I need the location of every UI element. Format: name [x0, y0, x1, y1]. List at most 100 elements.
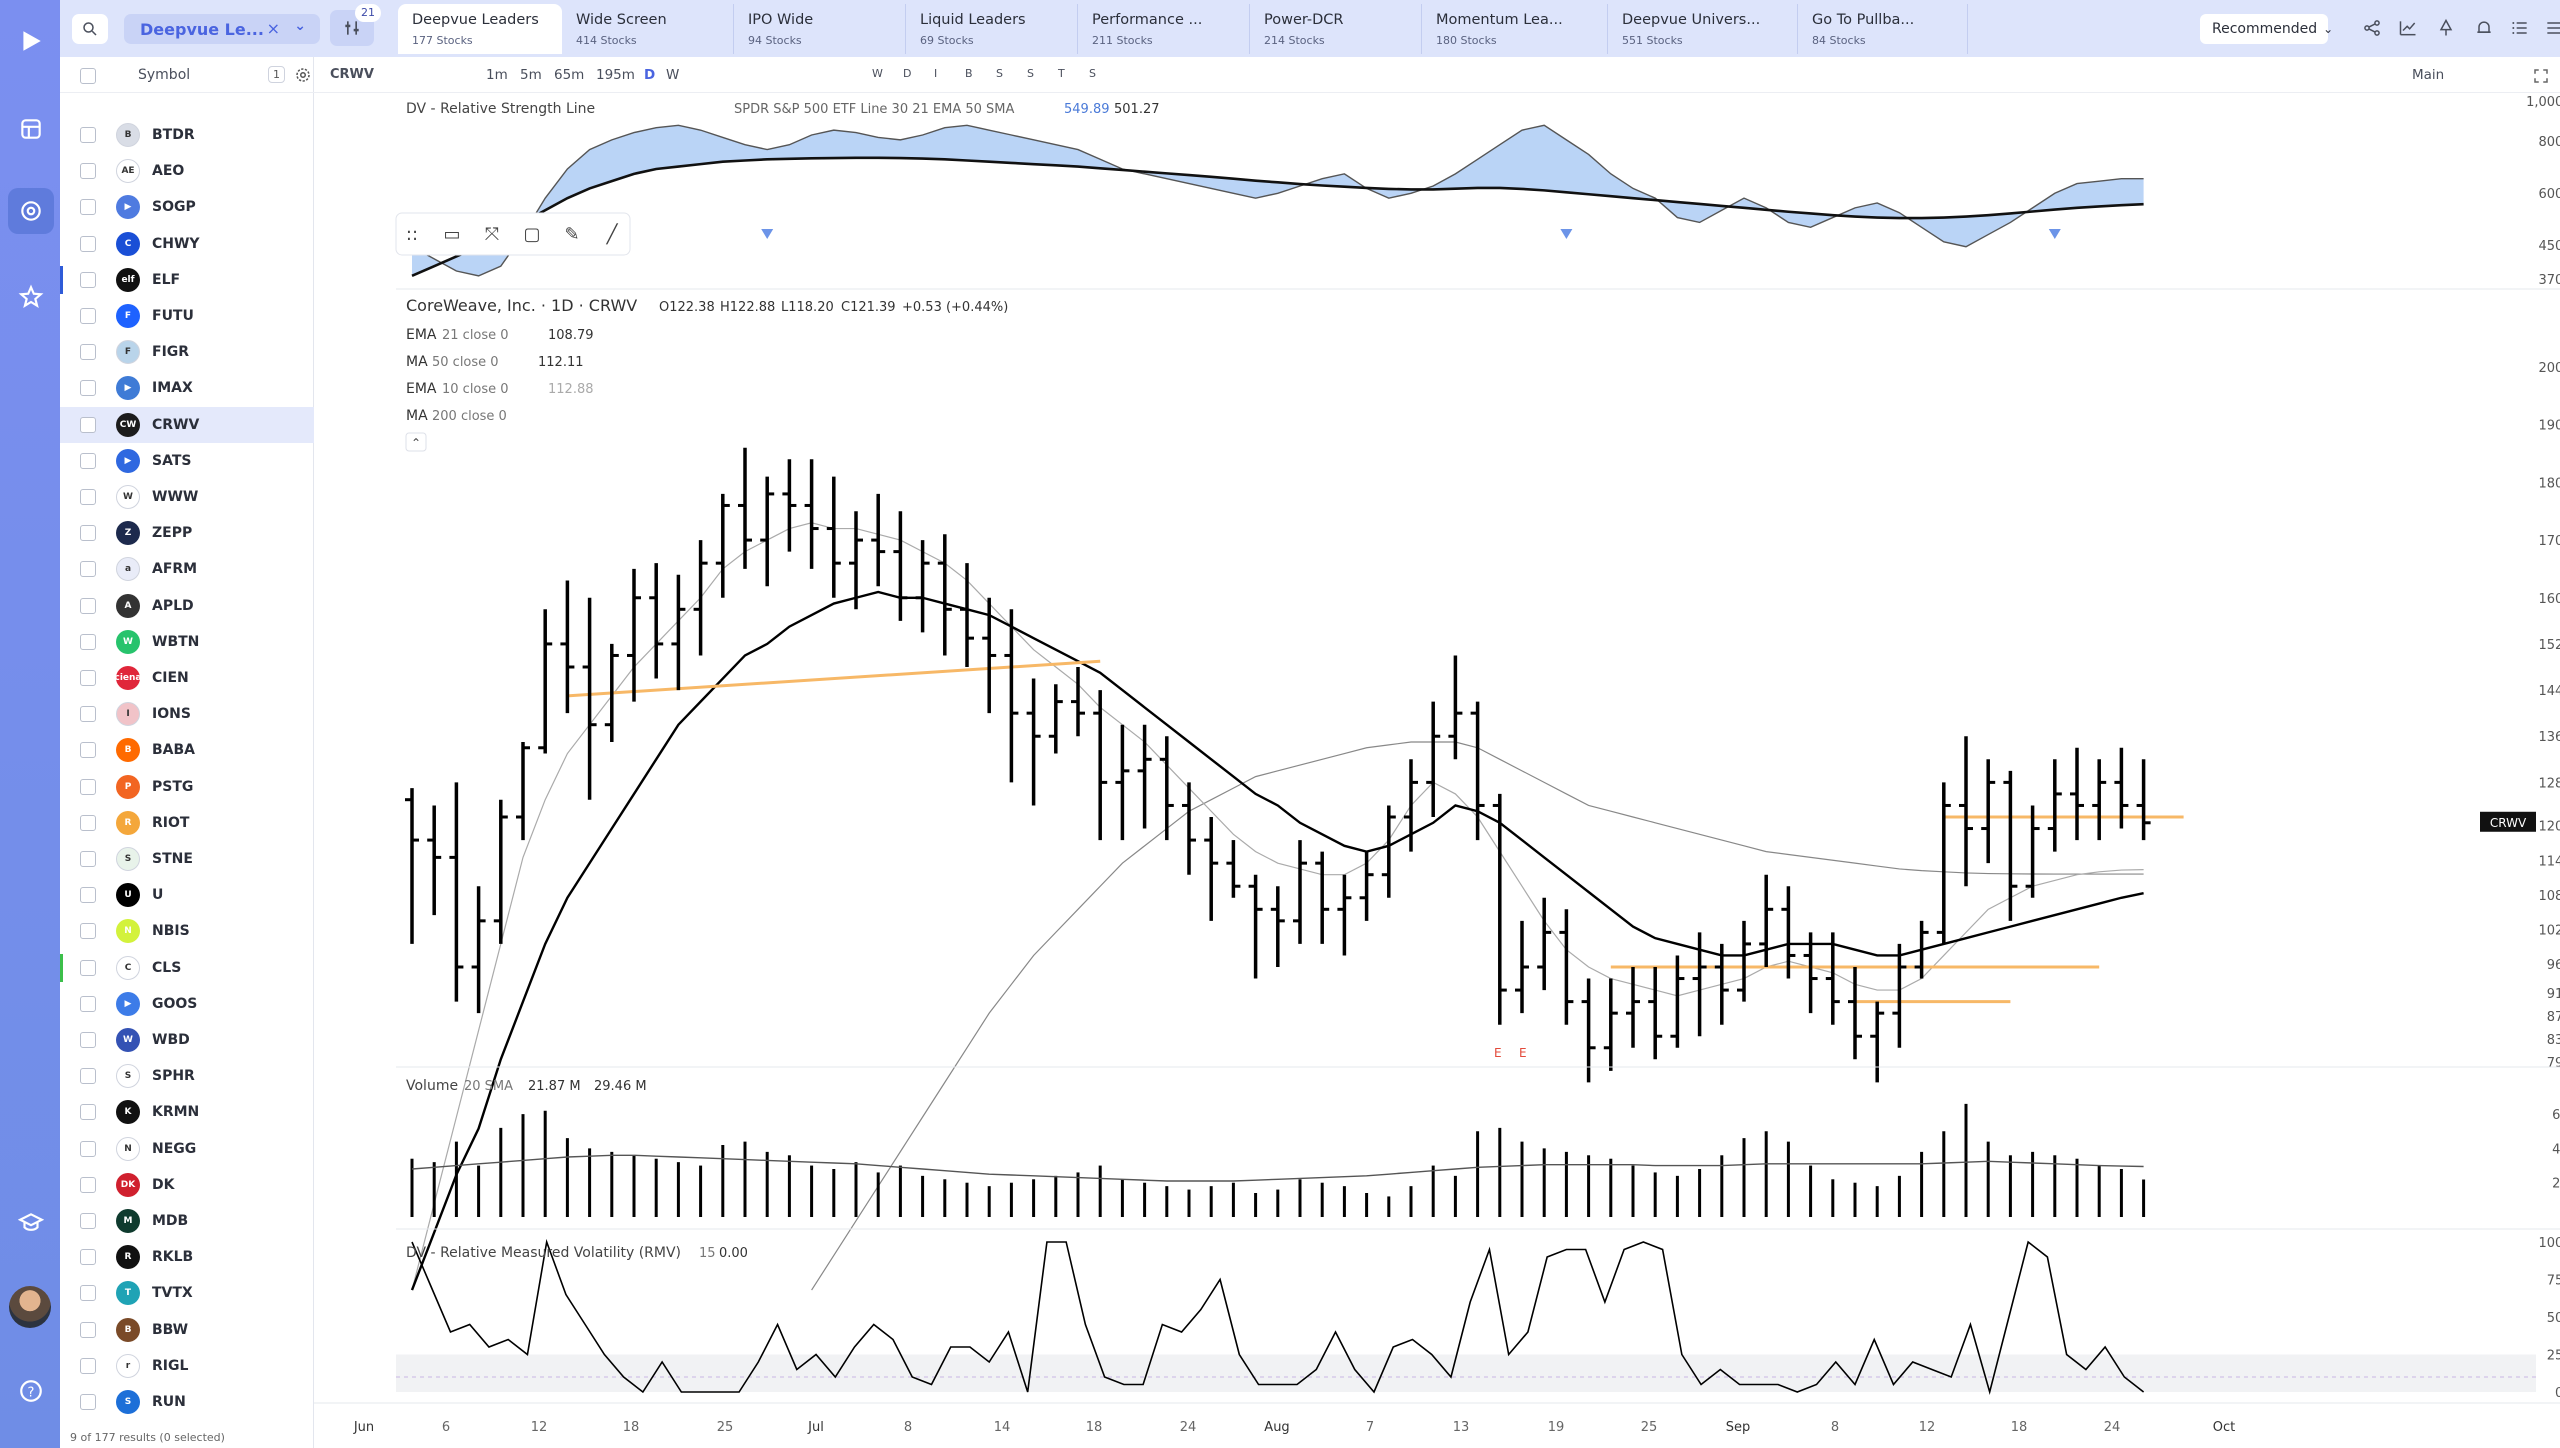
list-item[interactable]: ciena CIEN	[60, 660, 314, 696]
favorites-icon[interactable]	[8, 274, 54, 320]
avatar[interactable]	[9, 1286, 51, 1328]
tab-6[interactable]: Momentum Lea... 180 Stocks	[1422, 4, 1608, 54]
list-item[interactable]: ▶ SATS	[60, 443, 314, 479]
overlay-toggle[interactable]: W	[872, 67, 883, 80]
list-item[interactable]: I IONS	[60, 696, 314, 732]
row-checkbox[interactable]	[80, 1357, 96, 1374]
symbol-column-header[interactable]: Symbol	[138, 67, 191, 83]
play-logo[interactable]	[8, 18, 54, 64]
row-checkbox[interactable]	[80, 271, 96, 288]
list-item[interactable]: DK DK	[60, 1167, 314, 1203]
row-checkbox[interactable]	[80, 1249, 96, 1266]
interval-1m[interactable]: 1m	[486, 67, 508, 83]
list-item[interactable]: S RUN	[60, 1384, 314, 1420]
tab-2[interactable]: IPO Wide 94 Stocks	[734, 4, 906, 54]
row-checkbox[interactable]	[80, 1176, 96, 1193]
row-checkbox[interactable]	[80, 380, 96, 397]
list-item[interactable]: W WBTN	[60, 624, 314, 660]
list-item[interactable]: S SPHR	[60, 1058, 314, 1094]
row-checkbox[interactable]	[80, 778, 96, 795]
list-item[interactable]: W WWW	[60, 479, 314, 515]
chart-icon[interactable]	[2396, 16, 2420, 40]
row-checkbox[interactable]	[80, 597, 96, 614]
row-checkbox[interactable]	[80, 814, 96, 831]
gear-icon[interactable]	[294, 66, 312, 84]
screener-icon[interactable]	[8, 188, 54, 234]
row-checkbox[interactable]	[80, 959, 96, 976]
row-checkbox[interactable]	[80, 163, 96, 180]
list-item[interactable]: F FUTU	[60, 298, 314, 334]
tab-5[interactable]: Power-DCR 214 Stocks	[1250, 4, 1422, 54]
bell-icon[interactable]	[2472, 16, 2496, 40]
chart-symbol-label[interactable]: CRWV	[330, 67, 374, 82]
overlay-toggle[interactable]: B	[965, 67, 973, 80]
interval-195m[interactable]: 195m	[596, 67, 635, 83]
row-checkbox[interactable]	[80, 995, 96, 1012]
row-checkbox[interactable]	[80, 706, 96, 723]
row-checkbox[interactable]	[80, 887, 96, 904]
list-item[interactable]: W WBD	[60, 1022, 314, 1058]
row-checkbox[interactable]	[80, 1104, 96, 1121]
row-checkbox[interactable]	[80, 1032, 96, 1048]
list-item[interactable]: elf ELF	[60, 262, 314, 298]
tab-1[interactable]: Wide Screen 414 Stocks	[562, 4, 734, 54]
row-checkbox[interactable]	[80, 670, 96, 686]
list-item[interactable]: P PSTG	[60, 769, 314, 805]
overlay-toggle[interactable]: S	[1027, 67, 1034, 80]
tab-7[interactable]: Deepvue Univers... 551 Stocks	[1608, 4, 1798, 54]
overlay-toggle[interactable]: D	[903, 67, 912, 80]
menu-icon[interactable]	[2542, 16, 2560, 40]
row-checkbox[interactable]	[80, 199, 96, 216]
row-checkbox[interactable]	[80, 851, 96, 867]
list-item[interactable]: R RIOT	[60, 805, 314, 841]
list-item[interactable]: CW CRWV	[60, 406, 314, 443]
overlay-toggle[interactable]: S	[996, 67, 1003, 80]
list-item[interactable]: N NEGG	[60, 1131, 314, 1167]
overlay-toggle[interactable]: T	[1058, 67, 1065, 80]
list-item[interactable]: a AFRM	[60, 551, 314, 587]
list-item[interactable]: r RIGL	[60, 1348, 314, 1384]
tab-4[interactable]: Performance ... 211 Stocks	[1078, 4, 1250, 54]
list-icon[interactable]	[2508, 16, 2532, 40]
row-checkbox[interactable]	[80, 344, 96, 361]
list-item[interactable]: T TVTX	[60, 1275, 314, 1311]
row-checkbox[interactable]	[80, 923, 96, 940]
fullscreen-icon[interactable]	[2532, 67, 2550, 85]
list-item[interactable]: ▶ GOOS	[60, 986, 314, 1022]
search-button[interactable]	[72, 14, 108, 44]
tab-3[interactable]: Liquid Leaders 69 Stocks	[906, 4, 1078, 54]
list-item[interactable]: B BBW	[60, 1312, 314, 1348]
row-checkbox[interactable]	[80, 561, 96, 578]
list-item[interactable]: R RKLB	[60, 1239, 314, 1275]
list-item[interactable]: AE AEO	[60, 153, 314, 189]
layout-select[interactable]: Main	[2412, 67, 2445, 83]
row-checkbox[interactable]	[80, 1394, 96, 1410]
row-checkbox[interactable]	[80, 489, 96, 505]
list-item[interactable]: C CLS	[60, 950, 314, 986]
education-icon[interactable]	[8, 1200, 54, 1246]
row-checkbox[interactable]	[80, 1140, 96, 1157]
list-item[interactable]: C CHWY	[60, 226, 314, 262]
row-checkbox[interactable]	[80, 525, 96, 542]
share-icon[interactable]	[2360, 16, 2384, 40]
overlay-toggle[interactable]: S	[1089, 67, 1096, 80]
tab-0[interactable]: Deepvue Leaders 177 Stocks	[398, 4, 562, 54]
list-item[interactable]: ▶ IMAX	[60, 370, 314, 406]
list-item[interactable]: Z ZEPP	[60, 515, 314, 551]
row-checkbox[interactable]	[80, 452, 96, 469]
tree-icon[interactable]	[2434, 16, 2458, 40]
row-checkbox[interactable]	[80, 1213, 96, 1229]
list-item[interactable]: N NBIS	[60, 913, 314, 949]
interval-5m[interactable]: 5m	[520, 67, 542, 83]
list-item[interactable]: M MDB	[60, 1203, 314, 1239]
list-item[interactable]: S STNE	[60, 841, 314, 877]
list-item[interactable]: A APLD	[60, 588, 314, 624]
row-checkbox[interactable]	[80, 127, 96, 143]
row-checkbox[interactable]	[80, 1068, 96, 1085]
interval-W[interactable]: W	[666, 67, 680, 83]
list-item[interactable]: ▶ SOGP	[60, 189, 314, 225]
list-item[interactable]: K KRMN	[60, 1094, 314, 1130]
chart-canvas[interactable]: DV - Relative Strength Line SPDR S&P 500…	[314, 57, 2560, 1448]
row-checkbox[interactable]	[80, 633, 96, 650]
